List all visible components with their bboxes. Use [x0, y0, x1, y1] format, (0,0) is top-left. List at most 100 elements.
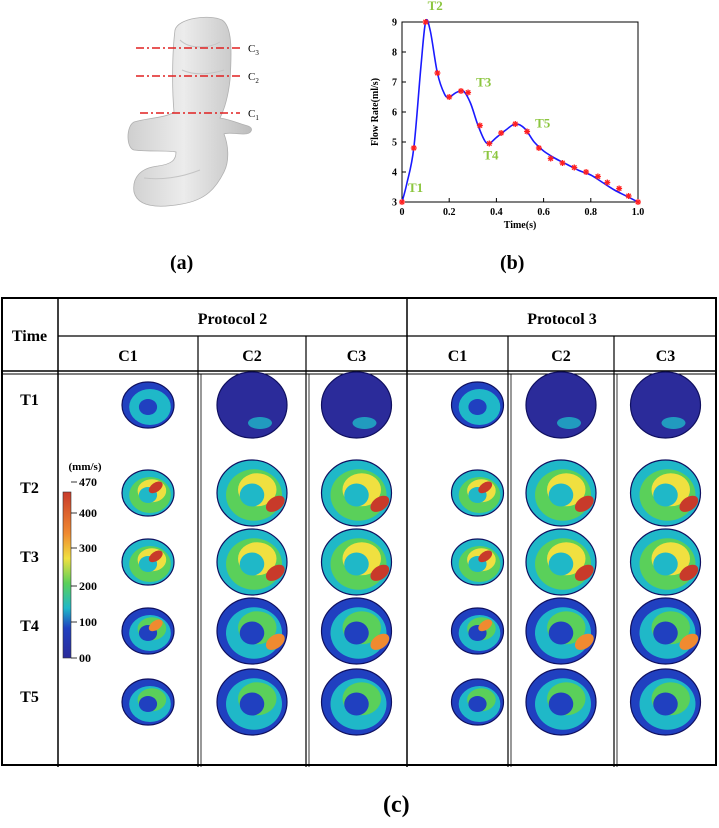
velocity-contour-t1-c2-p3	[525, 371, 597, 439]
velocity-contour-t1-c3-p2	[320, 371, 393, 439]
row-header-t2: T2	[20, 480, 39, 497]
velocity-contour-t3-c2-p2	[216, 528, 288, 596]
velocity-contour-t1-c1-p2	[121, 381, 175, 429]
velocity-contour-t5-c2-p3	[525, 668, 597, 736]
velocity-contour-t3-c3-p2	[320, 528, 393, 596]
velocity-contour-t5-c1-p2	[121, 678, 175, 726]
colorbar-tick-label: 00	[79, 651, 91, 665]
velocity-contour-t1-c1-p3	[450, 381, 505, 429]
x-tick-label: 0	[400, 207, 405, 218]
flow-rate-series-line	[401, 18, 639, 203]
x-tick-label: 0.8	[585, 207, 598, 218]
y-tick-label: 6	[392, 108, 397, 119]
x-tick-label: 0.4	[490, 207, 503, 218]
y-tick-label: 9	[392, 18, 397, 29]
column-header-c1: C1	[448, 348, 468, 365]
row-header-t5: T5	[20, 689, 39, 706]
velocity-contour-t2-c3-p3	[629, 459, 702, 527]
annotation-t5: T5	[535, 116, 551, 131]
velocity-colorbar	[62, 491, 72, 659]
vessel-shading	[143, 39, 225, 180]
colorbar-tick-label: 300	[79, 541, 97, 555]
flow-rate-chart: 0 0.2 0.4 0.6 0.8 1.0 3 4 5 6 7 8 9 Time(s) Flow Rate(…	[370, 0, 645, 231]
section-label-c2: C2	[248, 71, 259, 85]
velocity-contour-t5-c2-p2	[216, 668, 288, 736]
flow-rate-marker	[422, 19, 429, 25]
flow-rate-marker	[458, 88, 464, 94]
flow-rate-marker	[486, 140, 493, 147]
time-header: Time	[12, 328, 47, 345]
y-tick-label: 4	[392, 168, 397, 179]
y-tick-label: 5	[392, 138, 397, 149]
flow-rate-marker	[604, 179, 611, 186]
velocity-contour-t1-c2-p2	[216, 371, 288, 439]
panel-label-b: (b)	[500, 252, 525, 274]
colorbar-tick-label: 400	[79, 506, 97, 520]
row-header-t4: T4	[20, 618, 39, 635]
velocity-contour-t3-c3-p3	[629, 528, 702, 596]
velocity-contour-t4-c2-p2	[216, 597, 288, 665]
flow-rate-marker	[571, 164, 578, 171]
row-header-t1: T1	[20, 392, 39, 409]
x-tick-label: 0.6	[537, 207, 550, 218]
flow-rate-marker	[583, 169, 590, 175]
velocity-contour-t5-c3-p2	[320, 668, 393, 736]
velocity-contour-t4-c3-p3	[629, 597, 702, 665]
x-tick-label: 1.0	[632, 207, 645, 218]
velocity-contour-t3-c1-p3	[450, 538, 505, 586]
section-label-c3: C3	[248, 43, 259, 57]
velocity-contour-t3-c2-p3	[525, 528, 597, 596]
vessel-shape	[127, 16, 252, 207]
flow-rate-marker	[535, 145, 542, 151]
colorbar-tick-label: 100	[79, 615, 97, 629]
velocity-contour-t2-c1-p2	[121, 469, 175, 517]
velocity-contour-t2-c1-p3	[450, 469, 505, 517]
velocity-contour-t4-c1-p2	[121, 607, 175, 655]
flow-rate-marker	[625, 193, 632, 199]
panel-label-a: (a)	[170, 252, 194, 274]
flow-rate-marker	[594, 173, 601, 180]
velocity-contour-t5-c3-p3	[629, 668, 702, 736]
velocity-contour-t1-c3-p3	[629, 371, 702, 439]
flow-rate-marker	[446, 94, 453, 100]
flow-rate-marker	[547, 155, 554, 162]
annotation-t2: T2	[428, 0, 443, 13]
flow-rate-marker	[410, 145, 417, 151]
velocity-contour-t2-c2-p3	[525, 459, 597, 527]
protocol-2-header: Protocol 2	[198, 311, 267, 328]
velocity-contour-t3-c1-p2	[121, 538, 175, 586]
protocol-3-header: Protocol 3	[527, 311, 596, 328]
panel-label-c: (c)	[383, 792, 410, 818]
column-header-c1: C1	[118, 348, 138, 365]
velocity-contour-t2-c3-p2	[320, 459, 393, 527]
column-header-c2: C2	[242, 348, 262, 365]
flow-rate-marker	[465, 89, 472, 96]
flow-rate-marker	[476, 122, 483, 129]
y-axis-label: Flow Rate(ml/s)	[370, 78, 381, 146]
plot-frame	[401, 21, 639, 203]
velocity-contour-t4-c2-p3	[525, 597, 597, 665]
velocity-contour-t2-c2-p2	[216, 459, 288, 527]
flow-rate-marker	[616, 185, 623, 192]
flow-rate-marker	[498, 130, 505, 136]
vessel-geometry: C3 C2 C1	[127, 16, 259, 207]
flow-rate-marker	[434, 70, 441, 76]
flow-rate-marker	[512, 121, 519, 127]
flow-rate-marker	[399, 199, 405, 205]
x-tick-label: 0.2	[443, 207, 456, 218]
y-tick-label: 8	[392, 48, 397, 59]
velocity-contour-t5-c1-p3	[450, 678, 505, 726]
annotation-t3: T3	[476, 75, 492, 90]
column-header-c2: C2	[551, 348, 571, 365]
colorbar-tick-label: 470	[79, 475, 97, 489]
column-header-c3: C3	[656, 348, 676, 365]
section-lines	[136, 47, 240, 114]
y-tick-label: 7	[392, 78, 397, 89]
flow-rate-marker	[559, 160, 566, 166]
colorbar-tick-label: 200	[79, 579, 97, 593]
y-tick-label: 3	[392, 198, 397, 209]
x-axis-label: Time(s)	[504, 220, 537, 231]
flow-rate-marker	[524, 128, 531, 135]
column-header-c3: C3	[347, 348, 367, 365]
table-grid	[1, 297, 717, 767]
